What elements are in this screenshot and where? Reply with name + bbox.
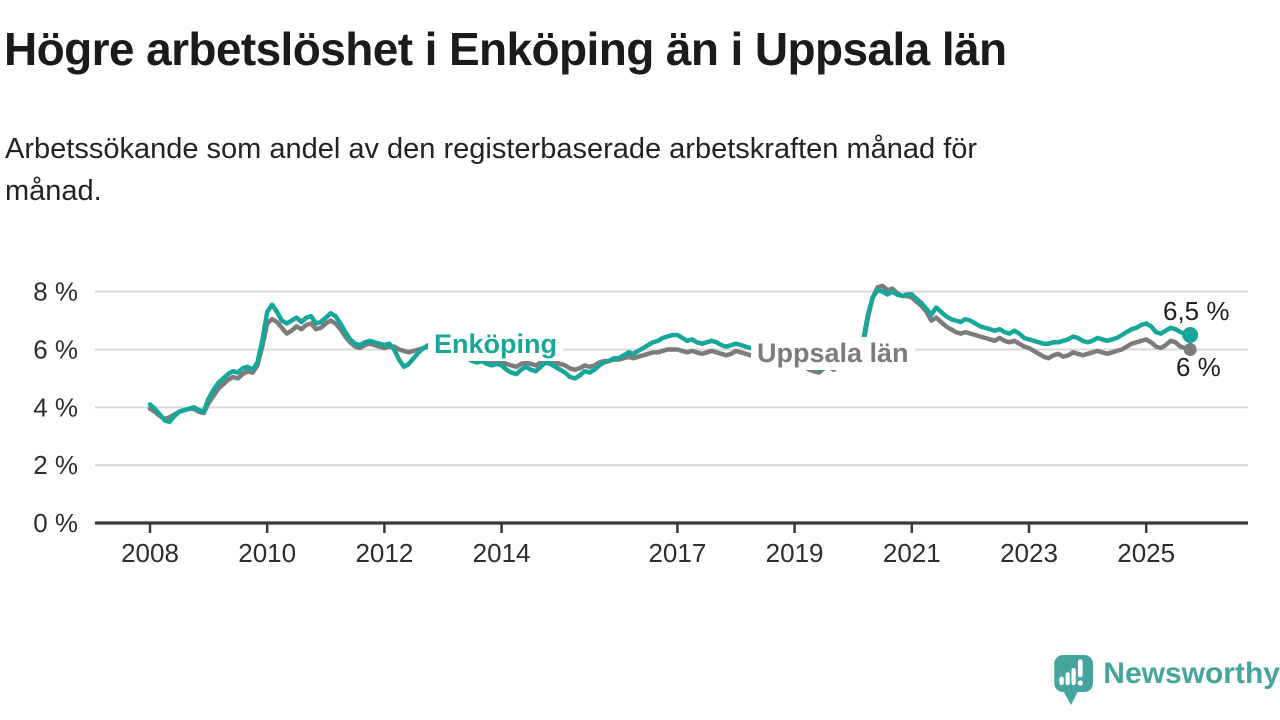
logo-bar-2 <box>1065 672 1070 686</box>
x-axis-label-2019: 2019 <box>766 538 824 568</box>
x-axis-label-2021: 2021 <box>883 538 941 568</box>
series-line-uppsala <box>147 283 1193 422</box>
page-title: Högre arbetslöshet i Enköping än i Uppsa… <box>4 23 1007 75</box>
logo-bubble-tail <box>1062 689 1079 705</box>
x-axis-label-2017: 2017 <box>648 538 706 568</box>
logo-bar-1 <box>1059 676 1064 686</box>
newsworthy-logo: Newsworthy <box>1053 649 1280 713</box>
logo-exclamation-bar <box>1077 659 1083 678</box>
page-subtitle: Arbetssökande som andel av den registerb… <box>5 128 977 212</box>
last-point-dot-enkoping <box>1182 327 1199 344</box>
x-axis-label-2014: 2014 <box>473 538 531 568</box>
brand-name: Newsworthy <box>1103 657 1280 690</box>
newsworthy-bubble-chart-icon <box>1054 655 1093 705</box>
subtitle-line-1: Arbetssökande som andel av den registerb… <box>5 133 978 165</box>
y-axis-label-8: 8 % <box>33 277 78 307</box>
logo-bar-3 <box>1071 667 1076 686</box>
series-label-uppsala: Uppsala län <box>751 337 915 370</box>
x-axis-label-2023: 2023 <box>1000 538 1058 568</box>
x-axis-label-2010: 2010 <box>238 538 296 568</box>
series-line-enkoping <box>147 287 1193 425</box>
x-axis-label-2012: 2012 <box>355 538 413 568</box>
y-axis-label-2: 2 % <box>33 450 78 480</box>
last-value-annotation-enkoping: 6,5 % <box>1163 296 1230 326</box>
x-axis-label-2025: 2025 <box>1117 538 1175 568</box>
subtitle-line-2: månad. <box>5 175 102 207</box>
y-axis-label-0: 0 % <box>33 508 78 538</box>
last-point-dot-uppsala <box>1183 342 1197 356</box>
x-axis-label-2008: 2008 <box>121 538 179 568</box>
logo-exclamation-dot <box>1077 680 1083 686</box>
series-label-enkoping: Enköping <box>428 328 563 361</box>
y-axis-label-4: 4 % <box>33 392 78 422</box>
last-value-annotation-uppsala: 6 % <box>1176 352 1221 382</box>
y-axis-label-6: 6 % <box>33 334 78 364</box>
